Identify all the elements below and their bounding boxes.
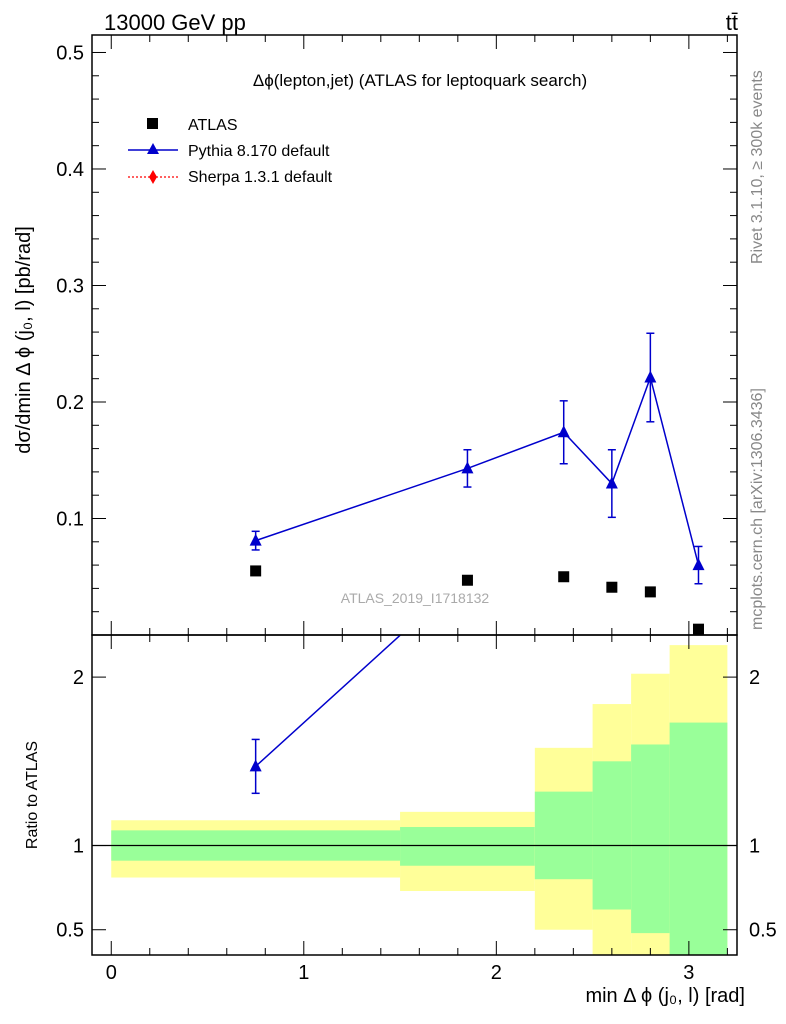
atlas-point [644,586,656,598]
legend-label-pythia: Pythia 8.170 default [188,143,330,160]
ratio-y-tick-label-right-0: 0.5 [749,920,777,942]
energy-label: 13000 GeV pp [104,10,246,35]
pythia-point [644,370,657,383]
band-inner [631,744,670,934]
legend-marker-atlas [147,118,158,129]
ratio-x-tick-label-3: 3 [683,962,694,984]
pythia-point [249,533,262,546]
main-title: Δϕ(lepton,jet) (ATLAS for leptoquark sea… [253,71,587,90]
ratio-y-tick-label-right-2: 2 [749,667,760,689]
pythia-point [605,476,618,489]
ratio-uncertainty-bands [111,645,728,955]
ratio-x-tick-label-2: 2 [491,962,502,984]
ratio-x-tick-label-1: 1 [298,962,309,984]
main-y-tick-label-2: 0.3 [56,275,84,297]
process-label: tt̄ [726,10,738,35]
legend-marker-pythia [147,143,159,154]
ratio-y-tick-label-left-1: 1 [73,836,84,858]
atlas-point [692,623,704,635]
ratio-x-tick-label-0: 0 [106,962,117,984]
main-y-tick-label-4: 0.5 [56,42,84,64]
atlas-point [461,574,473,586]
band-inner [592,761,632,910]
ratio-y-tick-label-left-0: 0.5 [56,920,84,942]
watermark: ATLAS_2019_I1718132 [341,590,490,606]
atlas-point [606,581,618,593]
ratio-ticks: 0.5 0.5 1 1 2 2 0 1 2 3 [56,635,777,984]
pythia-point [692,558,705,571]
ratio-y-tick-label-left-2: 2 [73,667,84,689]
main-y-tick-label-0: 0.1 [56,508,84,530]
main-y-tick-label-1: 0.2 [56,392,84,414]
ratio-y-tick-label-right-1: 1 [749,836,760,858]
main-data-layer [249,332,705,635]
ratio-y-axis-label: Ratio to ATLAS [24,741,41,849]
legend-entry-sherpa: Sherpa 1.3.1 default [128,169,333,186]
band-inner [400,827,535,866]
pythia-point [461,461,474,474]
band-inner [669,722,728,955]
x-axis-label: min Δ ϕ (j₀, l) [rad] [585,985,745,1007]
ratio-pythia-point [249,759,262,772]
rivet-label: Rivet 3.1.10, ≥ 300k events [749,70,766,264]
main-y-ticks: 0.1 0.2 0.3 0.4 0.5 [56,35,737,635]
pythia-point [557,425,570,438]
legend-entry-atlas: ATLAS [147,117,238,134]
atlas-point [558,571,570,583]
mcplots-label: mcplots.cern.ch [arXiv:1306.3436] [749,388,766,630]
ratio-panel: 0.5 0.5 1 1 2 2 0 1 2 3 Ratio to ATLAS min Δ ϕ (j… [24,634,777,1007]
ratio-frame [91,634,738,956]
atlas-point [250,565,262,577]
legend: ATLAS Pythia 8.170 default Sherpa 1.3.1 … [128,117,333,186]
legend-label-sherpa: Sherpa 1.3.1 default [188,169,333,186]
legend-entry-pythia: Pythia 8.170 default [128,143,330,160]
legend-marker-sherpa [149,170,157,184]
main-panel: 0.1 0.2 0.3 0.4 0.5 Δϕ(lepton,jet) (ATLAS fo… [13,34,738,636]
ratio-data-layer [92,635,737,847]
pythia-line [255,374,700,566]
ratio-pythia-line [255,635,402,767]
legend-label-atlas: ATLAS [188,117,238,134]
band-inner [534,791,593,880]
main-y-tick-label-3: 0.4 [56,159,84,181]
main-y-axis-label: dσ/dmin Δ ϕ (j₀, l) [pb/rad] [13,226,35,454]
